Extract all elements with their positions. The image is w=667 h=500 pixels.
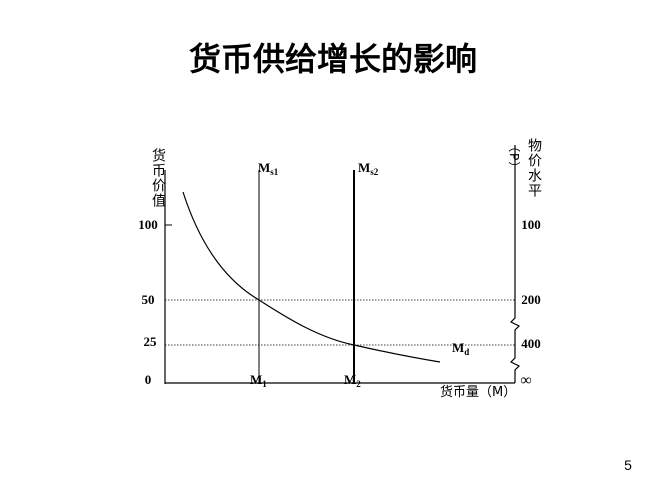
right-axis-unit: （P） (507, 140, 521, 175)
quantity-label: M2 (344, 372, 361, 389)
left-tick-label: 0 (145, 372, 152, 387)
x-axis-label: 货币量（M） (440, 384, 516, 400)
right-tick-label: 400 (521, 336, 541, 351)
page-number: 5 (624, 457, 632, 473)
right-tick-label: 200 (521, 292, 541, 307)
title: 货币供给增长的影响 (189, 40, 477, 78)
right-axis (509, 145, 521, 383)
supply-label: Ms2 (358, 160, 379, 177)
left-tick-label: 50 (142, 292, 155, 307)
demand-label: Md (452, 340, 469, 357)
left-tick-label: 25 (144, 334, 158, 349)
left-axis-label: 货币价值 (150, 148, 166, 208)
left-tick-label: 100 (138, 217, 158, 232)
right-axis-label: 物价水平 (526, 138, 542, 198)
demand-curve (182, 191, 441, 363)
right-tick-label: ∞ (520, 372, 531, 389)
quantity-label: M1 (250, 372, 267, 389)
right-tick-label: 100 (521, 217, 541, 232)
supply-label: Ms1 (258, 160, 279, 177)
